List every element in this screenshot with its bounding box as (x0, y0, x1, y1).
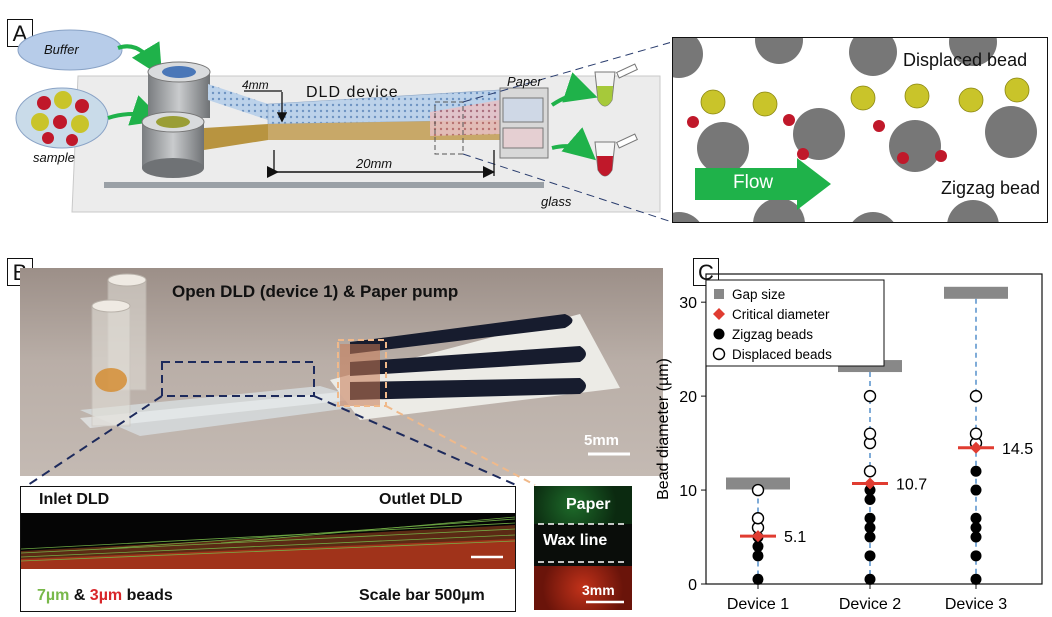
dld-fluorescence-image: Inlet DLD Outlet DLD 7µm & 3µm beads Sca… (20, 486, 516, 612)
sample-inlet (156, 116, 190, 128)
photo-title: Open DLD (device 1) & Paper pump (172, 282, 459, 301)
beads-caption: 7µm & 3µm beads (37, 587, 173, 605)
inset-wax-label: Wax line (543, 532, 608, 549)
zigzag-bead-point (864, 484, 876, 496)
buffer-inlet (162, 66, 196, 78)
zoom-inset: Displaced bead Zigzag bead Flow (672, 37, 1048, 223)
flow-arrow (695, 158, 831, 210)
y-tick-label: 0 (688, 577, 697, 594)
legend-critical-swatch (713, 308, 725, 320)
displaced-bead-point (751, 483, 765, 497)
legend-displaced-swatch (712, 347, 726, 361)
bead-diameter-chart: 0 10 20 30 Bead diameter (µm) Device 1 5.1 Devi… (655, 273, 1043, 613)
zigzag-bead-point (970, 512, 982, 524)
scale-bar-label: Scale bar 500µm (359, 587, 485, 604)
paper-wax-inset: Paper Wax line 3mm (534, 486, 632, 610)
critical-diameter-marker (864, 477, 876, 490)
legend-entry: Critical diameter (732, 307, 830, 322)
beads-suffix: beads (122, 587, 173, 604)
sample-label: sample (33, 150, 75, 165)
x-tick-label: Device 3 (945, 596, 1007, 613)
panel-a-letter: A (7, 19, 33, 47)
outlet-label: Outlet DLD (379, 491, 463, 508)
glass-bottom-edge (104, 182, 544, 188)
beads-amp: & (69, 587, 90, 604)
buffer-reservoir (17, 29, 123, 71)
zigzag-bead-point (864, 512, 876, 524)
critical-diameter-label: 10.7 (896, 476, 927, 493)
critical-diameter-marker (970, 441, 982, 454)
zoom-inset-graphic (673, 38, 1037, 222)
zigzag-bead-point (970, 484, 982, 496)
legend-gap-swatch (714, 289, 724, 299)
y-tick-label: 10 (679, 483, 697, 500)
zoom-flow-label: Flow (733, 172, 774, 193)
critical-diameter-label: 14.5 (1002, 441, 1033, 458)
panel-b-zoom-links (27, 395, 536, 486)
panel-a-schematic (15, 29, 670, 222)
zigzag-bead-point (970, 465, 982, 477)
zigzag-bead-point (970, 531, 982, 543)
legend-box (705, 279, 885, 367)
device-photo-graphic (80, 273, 630, 456)
inlet-label: Inlet DLD (39, 491, 110, 508)
zigzag-bead-point (864, 493, 876, 505)
dim-width-label: 4mm (242, 78, 269, 92)
beads-3um: 3µm (89, 587, 123, 604)
critical-diameter-marker (752, 530, 764, 543)
gap-size-mark (726, 477, 790, 490)
critical-diameter-label: 5.1 (784, 529, 806, 546)
zigzag-bead-point (864, 531, 876, 543)
displaced-bead-point (863, 389, 877, 403)
zoom-displaced-label: Displaced bead (903, 50, 1028, 70)
photo-zoom-box-dld (161, 361, 315, 397)
legend-entry: Zigzag beads (732, 327, 813, 342)
legend-entry: Gap size (732, 287, 785, 302)
zigzag-bead-point (970, 573, 982, 585)
zigzag-bead-point (752, 540, 764, 552)
device-label: DLD device (306, 84, 399, 101)
zigzag-bead-point (864, 522, 876, 534)
dim-length-label: 20mm (356, 156, 393, 171)
zoom-link-top (462, 42, 670, 103)
gap-size-mark (944, 286, 1008, 299)
displaced-bead-point (863, 465, 877, 478)
device-photo: Open DLD (device 1) & Paper pump 5mm (20, 268, 663, 476)
photo-zoom-box-paper (337, 339, 387, 407)
zigzag-bead-point (970, 522, 982, 534)
photo-scale-label: 5mm (584, 432, 620, 449)
zigzag-bead-point (752, 573, 764, 585)
sample-channel (204, 124, 268, 150)
y-axis-label: Bead diameter (µm) (655, 358, 672, 500)
displaced-bead-point (863, 427, 877, 440)
displaced-bead-point (751, 512, 765, 525)
y-tick-label: 20 (679, 389, 697, 406)
plot-frame (705, 273, 1043, 585)
paper-label: Paper (507, 74, 542, 89)
buffer-label: Buffer (44, 42, 79, 57)
inset-paper-label: Paper (566, 496, 611, 513)
zigzag-bead-point (970, 550, 982, 562)
displaced-bead-point (969, 427, 983, 440)
y-tick-label: 30 (679, 295, 697, 312)
legend-entry: Displaced beads (732, 347, 832, 362)
buffer-channel (208, 84, 268, 120)
zoom-link-bottom (462, 153, 670, 222)
x-tick-label: Device 1 (727, 596, 789, 613)
zigzag-bead-point (752, 550, 764, 562)
beads-7um: 7µm (37, 587, 70, 604)
glass-label: glass (541, 194, 572, 209)
zoom-zigzag-label: Zigzag bead (941, 178, 1041, 198)
zigzag-bead-point (864, 573, 876, 585)
legend-zigzag-swatch (713, 328, 725, 340)
x-tick-label: Device 2 (839, 596, 901, 613)
zigzag-bead-point (864, 550, 876, 562)
inset-scale-label: 3mm (582, 582, 615, 598)
displaced-bead-point (969, 389, 983, 403)
